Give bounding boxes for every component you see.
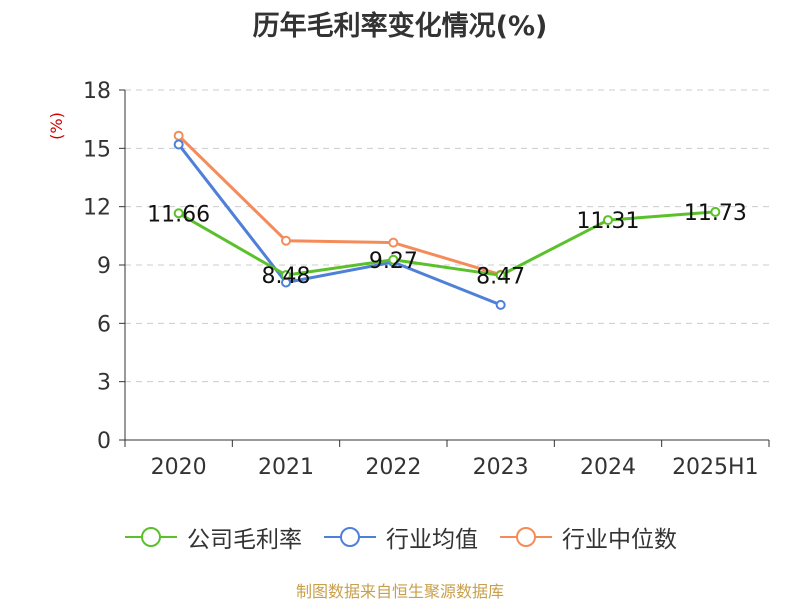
legend-marker-icon xyxy=(324,527,376,547)
data-label: 11.31 xyxy=(577,209,640,234)
data-point xyxy=(388,254,399,265)
x-tick-label: 2022 xyxy=(365,455,421,480)
x-tick-label: 2024 xyxy=(580,455,636,480)
data-point xyxy=(281,270,291,281)
y-tick-label: 15 xyxy=(83,137,111,162)
x-tick-label: 2020 xyxy=(151,455,207,480)
data-label: 8.47 xyxy=(476,264,525,289)
legend-item-company[interactable]: 公司毛利率 xyxy=(123,520,302,554)
data-point xyxy=(388,237,399,248)
legend-item-industry-median[interactable]: 行业中位数 xyxy=(498,520,677,554)
x-tick-label: 2021 xyxy=(258,455,314,480)
y-tick-label: 3 xyxy=(97,371,111,396)
legend-label: 行业中位数 xyxy=(562,527,677,553)
x-tick-label: 2023 xyxy=(473,455,529,480)
data-label: 8.48 xyxy=(262,264,311,289)
legend-item-industry-mean[interactable]: 行业均值 xyxy=(322,520,478,554)
y-axis-label: (%) xyxy=(47,112,66,140)
series-line xyxy=(177,210,716,277)
data-point xyxy=(173,130,184,141)
legend-marker-icon xyxy=(125,527,177,547)
data-label: 11.66 xyxy=(147,202,210,227)
legend-label: 公司毛利率 xyxy=(187,527,302,553)
chart-title: 历年毛利率变化情况(%) xyxy=(252,11,548,42)
x-tick-label: 2025H1 xyxy=(672,455,759,480)
series-line xyxy=(177,143,502,307)
legend: 公司毛利率 行业均值 行业中位数 xyxy=(0,520,800,554)
data-point xyxy=(495,299,506,310)
y-tick-label: 9 xyxy=(97,254,111,279)
y-tick-label: 12 xyxy=(83,196,111,221)
data-point xyxy=(173,139,184,150)
source-note: 制图数据来自恒生聚源数据库 xyxy=(295,582,504,601)
legend-marker-icon xyxy=(500,527,552,547)
data-label: 11.73 xyxy=(684,201,747,226)
data-point xyxy=(710,206,721,217)
y-tick-label: 0 xyxy=(97,429,111,454)
data-point xyxy=(603,215,613,226)
data-point xyxy=(495,270,506,281)
data-point xyxy=(281,235,291,246)
data-label: 9.27 xyxy=(369,249,418,274)
y-tick-label: 6 xyxy=(97,312,111,337)
legend-label: 行业均值 xyxy=(386,527,478,553)
y-tick-label: 18 xyxy=(83,79,111,104)
data-point xyxy=(173,208,184,219)
series-line xyxy=(177,134,502,277)
